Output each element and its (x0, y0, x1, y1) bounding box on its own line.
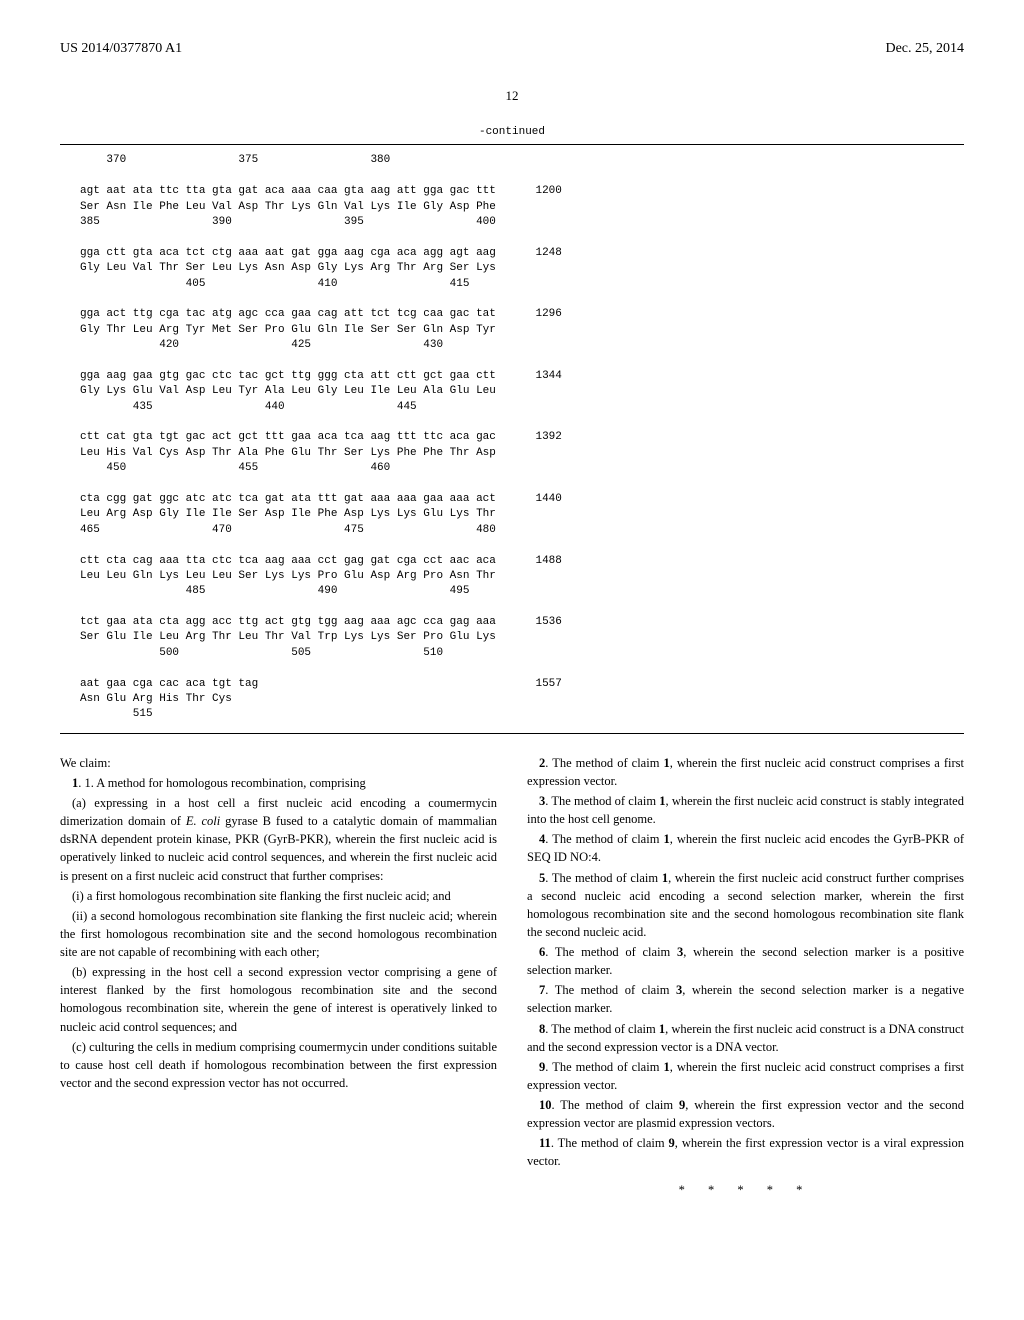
right-column: 2. The method of claim 1, wherein the fi… (527, 754, 964, 1199)
claim-6: 6. The method of claim 3, wherein the se… (527, 943, 964, 979)
claim-1-intro: 1. 1. A method for homologous recombinat… (60, 774, 497, 792)
claim-4: 4. The method of claim 1, wherein the fi… (527, 830, 964, 866)
claim-1a: (a) expressing in a host cell a first nu… (60, 794, 497, 885)
we-claim: We claim: (60, 754, 497, 772)
claim-11: 11. The method of claim 9, wherein the f… (527, 1134, 964, 1170)
publication-date: Dec. 25, 2014 (885, 40, 964, 58)
page-number: 12 (60, 88, 964, 105)
divider-top (60, 144, 964, 145)
claim-8: 8. The method of claim 1, wherein the fi… (527, 1020, 964, 1056)
claims-columns: We claim: 1. 1. A method for homologous … (60, 754, 964, 1199)
claim-5: 5. The method of claim 1, wherein the fi… (527, 869, 964, 942)
claim-1a-i: (i) a first homologous recombination sit… (60, 887, 497, 905)
header: US 2014/0377870 A1 Dec. 25, 2014 (60, 40, 964, 58)
claim-2: 2. The method of claim 1, wherein the fi… (527, 754, 964, 790)
publication-number: US 2014/0377870 A1 (60, 40, 182, 58)
claim-9: 9. The method of claim 1, wherein the fi… (527, 1058, 964, 1094)
claim-3: 3. The method of claim 1, wherein the fi… (527, 792, 964, 828)
claim-7: 7. The method of claim 3, wherein the se… (527, 981, 964, 1017)
claim-1b: (b) expressing in the host cell a second… (60, 963, 497, 1036)
claim-1c: (c) culturing the cells in medium compri… (60, 1038, 497, 1092)
claim-1a-ii: (ii) a second homologous recombination s… (60, 907, 497, 961)
left-column: We claim: 1. 1. A method for homologous … (60, 754, 497, 1199)
sequence-listing: 370 375 380 agt aat ata ttc tta gta gat … (60, 153, 964, 722)
claim-10: 10. The method of claim 9, wherein the f… (527, 1096, 964, 1132)
divider-bottom (60, 733, 964, 734)
continued-label: -continued (60, 125, 964, 139)
end-stars: * * * * * (527, 1181, 964, 1199)
